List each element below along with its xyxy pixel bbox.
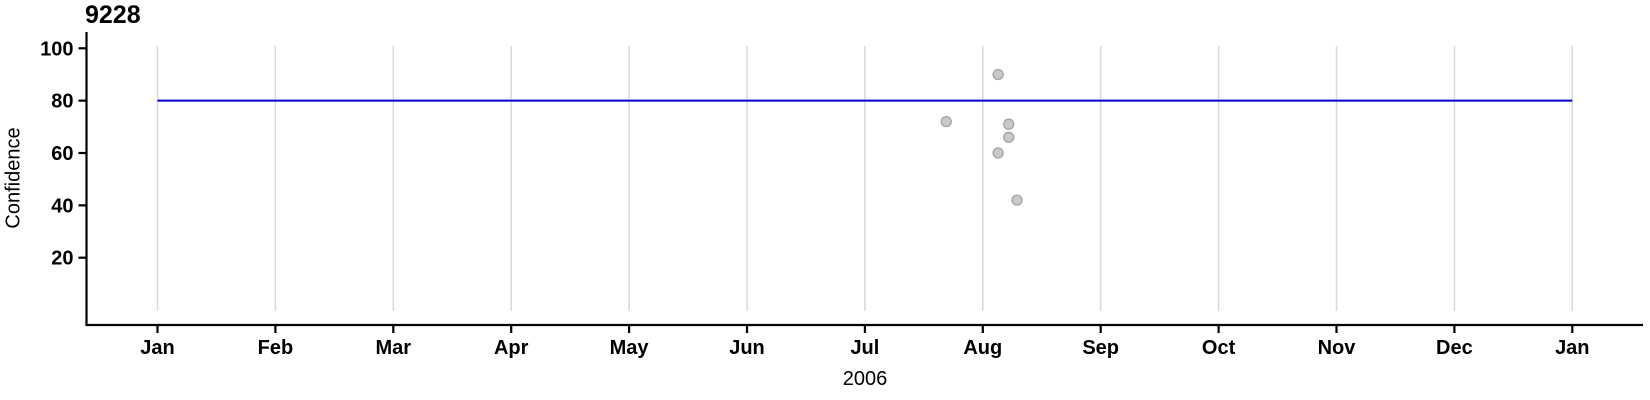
x-tick-label: Mar bbox=[376, 337, 412, 359]
y-tick-label: 40 bbox=[51, 195, 73, 217]
data-point bbox=[940, 115, 952, 128]
x-axis-title: 2006 bbox=[842, 368, 888, 390]
y-tick-label: 60 bbox=[51, 143, 73, 165]
x-tick-label: Dec bbox=[1436, 337, 1473, 359]
data-point bbox=[1003, 131, 1015, 143]
x-tick-label: Jan bbox=[1555, 337, 1589, 359]
x-tick-label: Jul bbox=[850, 337, 879, 359]
data-point bbox=[992, 68, 1004, 81]
y-tick-label: 20 bbox=[51, 248, 73, 270]
y-axis-title: Confidence bbox=[2, 127, 25, 229]
x-tick-label: Nov bbox=[1318, 337, 1357, 359]
x-tick-label: Sep bbox=[1082, 337, 1119, 359]
x-tick-label: May bbox=[610, 337, 650, 359]
data-point bbox=[1003, 118, 1015, 130]
data-point bbox=[992, 147, 1004, 159]
x-tick-label: Feb bbox=[258, 337, 294, 359]
x-tick-label: Jun bbox=[729, 337, 765, 359]
x-tick-label: Apr bbox=[494, 337, 529, 359]
x-tick-label: Aug bbox=[963, 337, 1002, 359]
data-point bbox=[1011, 194, 1023, 206]
chart-title: 9228 bbox=[85, 1, 141, 29]
x-tick-label: Jan bbox=[140, 337, 174, 359]
y-tick-label: 80 bbox=[51, 91, 73, 113]
y-tick-label: 100 bbox=[40, 38, 73, 60]
x-tick-label: Oct bbox=[1202, 337, 1236, 359]
